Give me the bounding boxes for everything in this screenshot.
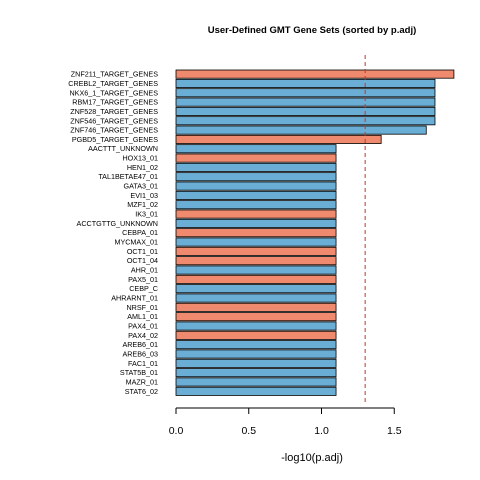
category-labels-group: ZNF211_TARGET_GENESCREBL2_TARGET_GENESNK… (68, 70, 158, 396)
bar (175, 265, 337, 275)
bar (175, 377, 337, 387)
category-label: PAX5_01 (128, 275, 158, 284)
bar (175, 172, 337, 182)
category-label: PAX4_02 (128, 331, 158, 340)
category-label: IK3_01 (135, 210, 158, 219)
category-label: AHR_01 (131, 266, 158, 275)
category-label: MYCMAX_01 (114, 238, 158, 247)
x-tick-label: 0.0 (169, 425, 184, 437)
chart-title: User-Defined GMT Gene Sets (sorted by p.… (208, 25, 417, 36)
bar (175, 153, 337, 163)
bar (175, 209, 337, 219)
bar (175, 125, 427, 135)
category-label: STAT5B_01 (120, 368, 158, 377)
bar (175, 340, 337, 350)
bars-group (175, 69, 455, 396)
category-label: PAX4_01 (128, 322, 158, 331)
bar (175, 69, 455, 79)
category-label: OCT1_04 (127, 256, 158, 265)
category-label: MZF1_02 (127, 200, 158, 209)
bar (175, 312, 337, 322)
category-label: AREB6_03 (122, 350, 158, 359)
x-tick-label: 1.0 (314, 425, 329, 437)
category-label: ZNF211_TARGET_GENES (71, 70, 158, 79)
bar (175, 97, 436, 107)
category-label: MAZR_01 (126, 377, 158, 386)
category-label: ZNF528_TARGET_GENES (70, 107, 158, 116)
category-label: AACTTT_UNKNOWN (88, 144, 158, 153)
bar (175, 368, 337, 378)
bar (175, 106, 436, 116)
category-label: STAT6_02 (125, 387, 158, 396)
x-axis-label: -log10(p.adj) (281, 452, 343, 464)
bar (175, 88, 436, 98)
x-tick-label: 1.5 (387, 425, 402, 437)
category-label: CEBPA_01 (122, 228, 158, 237)
category-label: PGBD5_TARGET_GENES (72, 135, 158, 144)
category-label: OCT1_01 (127, 247, 158, 256)
category-label: EVI1_03 (130, 191, 158, 200)
bar (175, 162, 337, 172)
bar (175, 78, 436, 88)
category-label: NRSF_01 (126, 303, 158, 312)
bar (175, 246, 337, 256)
bar (175, 237, 337, 247)
bar (175, 330, 337, 340)
bar (175, 302, 337, 312)
bar (175, 218, 337, 228)
category-label: CREBL2_TARGET_GENES (68, 79, 158, 88)
bar (175, 284, 337, 294)
category-label: HOX13_01 (122, 154, 158, 163)
bar (175, 181, 337, 191)
bar (175, 200, 337, 210)
category-label: NKX6_1_TARGET_GENES (69, 88, 158, 97)
bar (175, 386, 337, 396)
category-label: AREB6_01 (122, 340, 158, 349)
bar (175, 349, 337, 359)
category-label: GATA3_01 (124, 182, 159, 191)
bar (175, 293, 337, 303)
category-label: AML1_01 (127, 312, 158, 321)
category-label: CEBP_C (129, 284, 158, 293)
bar (175, 134, 382, 144)
bar (175, 190, 337, 200)
category-label: TAL1BETAE47_01 (98, 172, 158, 181)
bar (175, 274, 337, 284)
category-label: ZNF746_TARGET_GENES (70, 126, 158, 135)
category-label: HEN1_02 (127, 163, 158, 172)
category-label: ACCTGTTG_UNKNOWN (77, 219, 158, 228)
category-label: FAC1_01 (128, 359, 158, 368)
bar (175, 358, 337, 368)
category-label: ZNF546_TARGET_GENES (70, 116, 158, 125)
bar (175, 321, 337, 331)
x-tick-label: 0.5 (241, 425, 256, 437)
bar (175, 116, 436, 126)
bar (175, 228, 337, 238)
category-label: AHRARNT_01 (111, 294, 158, 303)
category-label: RBM17_TARGET_GENES (72, 98, 158, 107)
bar (175, 144, 337, 154)
bar (175, 256, 337, 266)
x-axis: 0.0 0.5 1.0 1.5 (169, 407, 402, 437)
